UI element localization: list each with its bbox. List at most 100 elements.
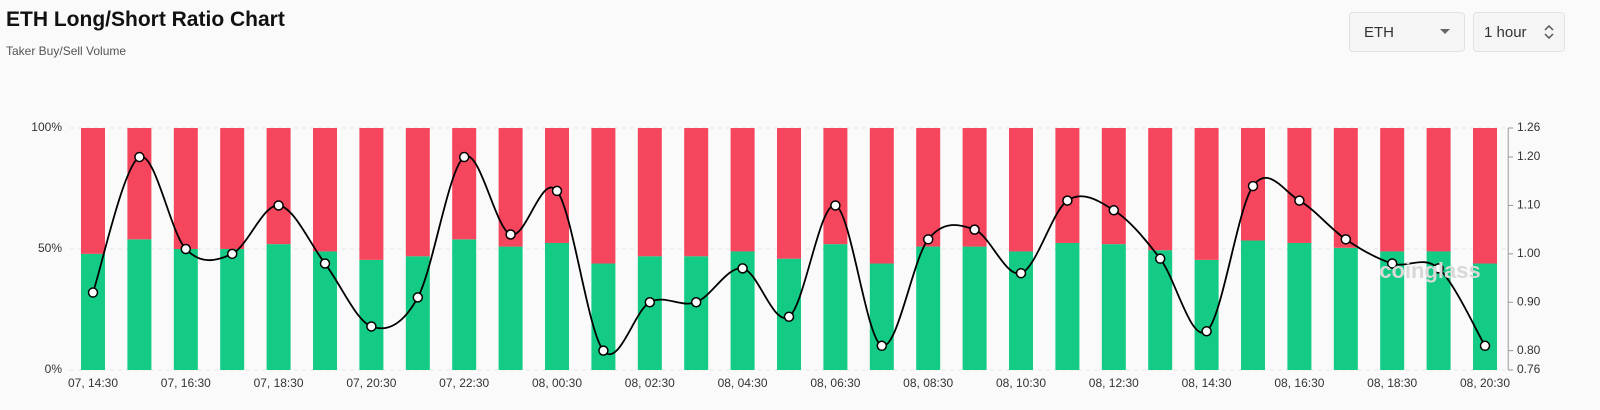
ratio-point xyxy=(783,311,795,323)
bar-segment xyxy=(81,253,105,370)
ratio-point xyxy=(1386,258,1398,269)
x-tick-label: 07, 22:30 xyxy=(439,376,489,390)
bar-segment xyxy=(452,239,477,370)
caret xyxy=(1440,29,1450,34)
x-tick-label: 08, 20:30 xyxy=(1460,376,1510,390)
bar-segment xyxy=(498,246,523,370)
bar-segment xyxy=(127,128,152,240)
chevrons xyxy=(1544,25,1554,39)
bar-segment xyxy=(545,128,569,243)
bar-segment xyxy=(1333,247,1358,370)
x-tick-label: 08, 08:30 xyxy=(903,376,953,390)
bar-segment xyxy=(777,128,801,259)
ratio-point xyxy=(319,258,331,269)
bar-segment xyxy=(1101,244,1126,370)
x-tick-label: 08, 02:30 xyxy=(625,376,675,390)
ratio-point xyxy=(273,200,284,211)
y2-tick-label: 1.20 xyxy=(1517,149,1541,163)
x-tick-label: 08, 12:30 xyxy=(1089,376,1139,390)
bar-segment xyxy=(1333,128,1358,248)
bar-segment xyxy=(359,128,384,260)
bar-segment xyxy=(869,263,894,370)
bar-segment xyxy=(591,128,616,264)
bar-segment xyxy=(1148,250,1173,370)
ratio-point xyxy=(690,296,702,308)
bar-segment xyxy=(637,256,662,370)
bar-segment xyxy=(1009,128,1033,252)
ratio-point xyxy=(1340,234,1352,245)
ratio-point xyxy=(1201,326,1212,337)
bar-segment xyxy=(1287,242,1312,370)
bar-segment xyxy=(1241,240,1265,370)
ratio-point xyxy=(87,287,99,298)
x-tick-label: 08, 14:30 xyxy=(1182,376,1232,390)
ratio-point xyxy=(366,321,377,332)
ratio-point xyxy=(226,248,238,260)
bar-segment xyxy=(127,239,152,370)
bar-segment xyxy=(266,128,291,245)
x-tick-label: 07, 20:30 xyxy=(346,376,396,390)
bar-segment xyxy=(1055,128,1080,243)
bar-segment xyxy=(823,128,848,245)
bar-segment xyxy=(498,128,523,247)
bar-segment xyxy=(1287,128,1312,243)
bar-segment xyxy=(1380,251,1405,370)
x-tick-label: 08, 04:30 xyxy=(718,376,768,390)
x-tick-label: 07, 18:30 xyxy=(254,376,304,390)
title: ETH Long/Short Ratio Chart xyxy=(6,8,285,31)
bar-segment xyxy=(916,246,941,370)
bar-segment xyxy=(869,128,894,264)
ratio-point xyxy=(458,151,470,163)
watermark: coinglass xyxy=(1379,258,1480,283)
x-tick-label: 08, 00:30 xyxy=(532,376,582,390)
ratio-point xyxy=(551,185,563,197)
bar-segment xyxy=(173,249,198,370)
symbol-select[interactable]: ETH xyxy=(1349,12,1465,52)
bar-segment xyxy=(1055,242,1080,370)
x-tick-label: 07, 14:30 xyxy=(68,376,118,390)
ratio-point xyxy=(505,229,516,240)
ratio-point xyxy=(1247,180,1259,192)
interval-select[interactable]: 1 hour xyxy=(1473,12,1565,52)
bar-segment xyxy=(1101,128,1126,245)
ratio-point xyxy=(134,151,145,163)
bar-segment xyxy=(962,246,987,370)
bar-segment xyxy=(637,128,662,257)
ratio-point xyxy=(876,340,888,352)
ratio-point xyxy=(1479,340,1491,352)
ratio-point xyxy=(180,243,192,255)
ratio-point xyxy=(1015,267,1027,279)
y2-tick-label: 0.76 xyxy=(1517,362,1541,376)
x-tick-label: 08, 06:30 xyxy=(810,376,860,390)
bar-segment xyxy=(684,128,709,257)
y2-tick-label: 0.90 xyxy=(1517,294,1541,308)
bar-segment xyxy=(1148,128,1173,251)
y-tick-label: 0% xyxy=(45,362,63,376)
bar-segment xyxy=(1426,128,1451,252)
ratio-point xyxy=(969,224,980,235)
bar-segment xyxy=(220,249,245,370)
bar-segment xyxy=(684,256,709,370)
ratio-point xyxy=(1108,205,1120,216)
bar-segment xyxy=(545,242,569,370)
bar-segment xyxy=(1473,128,1497,264)
ratio-point xyxy=(1154,253,1166,264)
ratio-point xyxy=(737,263,748,274)
bar-segment xyxy=(1194,128,1219,260)
bar-segment xyxy=(359,259,384,370)
bar-segment xyxy=(823,244,848,370)
y-tick-label: 50% xyxy=(38,241,62,255)
bar-segment xyxy=(405,128,430,257)
bar-segment xyxy=(730,128,755,252)
interval-value: 1 hour xyxy=(1484,23,1527,41)
bar-segment xyxy=(81,128,105,254)
bar-segment xyxy=(173,128,198,249)
symbol-value: ETH xyxy=(1364,23,1394,41)
y2-tick-label: 0.80 xyxy=(1517,343,1541,357)
y2-tick-label: 1.00 xyxy=(1517,246,1541,260)
bar-segment xyxy=(220,128,245,249)
bar-segment xyxy=(916,128,941,247)
ratio-point xyxy=(1433,263,1444,274)
